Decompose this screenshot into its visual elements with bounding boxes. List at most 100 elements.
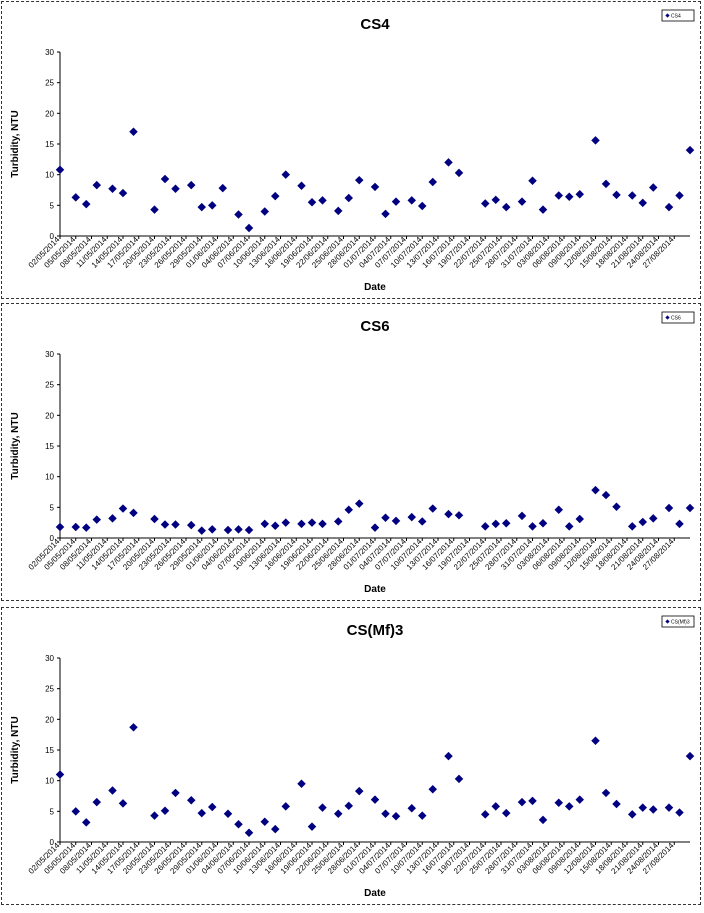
data-point [208, 201, 217, 210]
data-point [281, 170, 290, 179]
data-point [554, 505, 563, 515]
data-point [234, 525, 243, 534]
data-point [612, 190, 621, 200]
data-point [454, 774, 464, 784]
y-tick-label: 20 [45, 715, 54, 724]
data-point [281, 802, 290, 811]
data-point [575, 514, 584, 524]
data-point [271, 521, 280, 530]
data-point [481, 522, 490, 531]
data-point [297, 779, 306, 788]
data-point [502, 519, 511, 528]
data-point [334, 517, 343, 526]
data-point [444, 158, 453, 167]
y-tick-label: 0 [50, 534, 55, 543]
data-point [685, 503, 695, 513]
data-point [601, 490, 611, 500]
data-point [612, 502, 621, 511]
y-tick-label: 10 [45, 777, 54, 786]
y-tick-label: 5 [50, 807, 55, 816]
y-tick-label: 5 [50, 201, 55, 210]
chart-title: CS6 [360, 318, 389, 335]
data-point [638, 803, 647, 812]
data-point [344, 801, 353, 811]
data-point [71, 522, 80, 532]
data-point [118, 504, 128, 513]
y-tick-label: 20 [45, 109, 54, 118]
data-point [664, 202, 674, 212]
data-point [649, 514, 658, 523]
data-point [638, 517, 647, 527]
data-point [554, 798, 563, 807]
data-point [82, 818, 91, 827]
data-point [55, 770, 65, 779]
data-point [481, 199, 490, 208]
legend-label: CS4 [671, 14, 681, 20]
y-tick-label: 15 [45, 442, 54, 451]
y-tick-label: 10 [45, 473, 54, 482]
data-point [171, 520, 180, 529]
data-point [208, 525, 217, 534]
y-tick-label: 25 [45, 79, 54, 88]
data-point [612, 799, 621, 809]
data-point [391, 811, 401, 821]
data-point [565, 192, 574, 201]
data-point [187, 180, 196, 190]
data-point [491, 802, 500, 811]
data-point [649, 183, 658, 192]
data-point [307, 198, 317, 207]
data-point [355, 786, 364, 796]
data-point [428, 177, 437, 187]
y-tick-label: 20 [45, 411, 54, 420]
data-point [538, 205, 548, 214]
chart-title: CS(Mf)3 [347, 622, 404, 639]
x-axis-label: Date [364, 282, 386, 293]
data-point [444, 509, 453, 519]
data-point [160, 806, 170, 815]
y-tick-label: 30 [45, 350, 54, 359]
data-point [334, 206, 343, 216]
data-point [92, 797, 101, 807]
data-point [517, 797, 527, 807]
data-point [664, 503, 674, 513]
data-point [218, 183, 227, 193]
y-tick-label: 15 [45, 140, 54, 149]
data-point [528, 522, 537, 531]
data-point [628, 810, 637, 819]
data-point [649, 805, 658, 814]
data-point [675, 808, 684, 817]
y-tick-label: 30 [45, 654, 54, 663]
data-point [381, 809, 390, 819]
data-point [260, 519, 269, 529]
data-point [591, 736, 600, 746]
data-point [418, 201, 427, 211]
data-point [129, 723, 138, 732]
data-point [502, 202, 511, 212]
data-point [223, 525, 233, 535]
data-point [528, 796, 537, 806]
y-axis-label: Turbidity, NTU [10, 110, 21, 177]
chart-cs6: CS6 CS605101520253002/05/201405/05/201408… [10, 311, 695, 595]
data-point [271, 191, 280, 201]
data-point [223, 809, 233, 819]
chart-cs4: CS4 CS405101520253002/05/201405/05/201408… [10, 9, 695, 293]
data-point [318, 196, 327, 205]
data-point [108, 514, 117, 523]
legend: CS(Mf)3 [661, 615, 695, 628]
data-point [71, 193, 80, 202]
data-point [575, 190, 584, 199]
data-point [554, 191, 563, 200]
data-point [370, 795, 380, 804]
data-point [281, 518, 290, 527]
y-tick-label: 15 [45, 746, 54, 755]
data-point [55, 522, 65, 532]
chart-panel-cs4: CS4 CS4 0 5 10 15 20 25 30 02/05/2014 05/05/2014 08… [1, 1, 701, 299]
data-point [391, 197, 401, 206]
data-point [601, 179, 611, 189]
data-point [381, 209, 390, 219]
data-point [685, 751, 695, 761]
x-axis-label: Date [364, 888, 386, 899]
data-point [491, 519, 500, 529]
legend: CS6 [661, 311, 695, 324]
data-point [355, 175, 364, 185]
